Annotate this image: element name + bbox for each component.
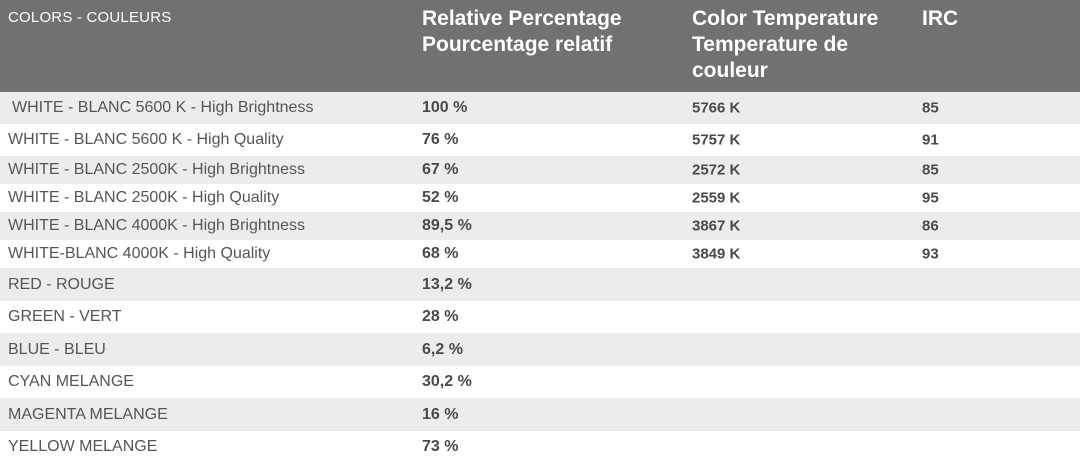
row-irc: 85 bbox=[922, 161, 939, 179]
table-header: COLORS - COULEURS Relative Percentage Po… bbox=[0, 0, 1080, 92]
table-row: WHITE-BLANC 4000K - High Quality 68 % 38… bbox=[0, 240, 1080, 268]
row-color-name: WHITE - BLANC 5600 K - High Brightness bbox=[12, 99, 314, 116]
row-irc: 93 bbox=[922, 245, 939, 263]
header-relative-line-1: Relative Percentage bbox=[422, 7, 622, 30]
row-relative-percentage: 67 % bbox=[422, 161, 459, 178]
row-relative-percentage: 30,2 % bbox=[422, 373, 472, 390]
row-color-temperature: 5766 K bbox=[692, 99, 741, 117]
table-row: WHITE - BLANC 2500K - High Brightness 67… bbox=[0, 156, 1080, 184]
table-row: RED - ROUGE 13,2 % bbox=[0, 268, 1080, 301]
header-colors: COLORS - COULEURS bbox=[8, 9, 172, 26]
table-row: WHITE - BLANC 5600 K - High Quality 76 %… bbox=[0, 124, 1080, 156]
table-row: WHITE - BLANC 2500K - High Quality 52 % … bbox=[0, 184, 1080, 212]
row-relative-percentage: 89,5 % bbox=[422, 217, 472, 234]
row-color-name: RED - ROUGE bbox=[8, 275, 115, 293]
row-irc: 91 bbox=[922, 131, 939, 149]
row-color-name: MAGENTA MELANGE bbox=[8, 405, 168, 423]
row-irc: 95 bbox=[922, 189, 939, 207]
row-color-name: WHITE - BLANC 4000K - High Brightness bbox=[8, 217, 305, 234]
row-color-name: WHITE - BLANC 5600 K - High Quality bbox=[8, 131, 284, 148]
table-row: WHITE - BLANC 4000K - High Brightness 89… bbox=[0, 212, 1080, 240]
row-irc: 85 bbox=[922, 99, 939, 117]
row-relative-percentage: 52 % bbox=[422, 189, 459, 206]
row-color-name: GREEN - VERT bbox=[8, 308, 122, 325]
row-relative-percentage: 100 % bbox=[422, 99, 468, 116]
table-row: CYAN MELANGE 30,2 % bbox=[0, 366, 1080, 398]
row-relative-percentage: 76 % bbox=[422, 131, 459, 148]
header-relative-line-2: Pourcentage relatif bbox=[422, 33, 613, 56]
row-color-temperature: 3849 K bbox=[692, 245, 741, 263]
table-row: YELLOW MELANGE 73 % bbox=[0, 431, 1080, 462]
header-color-temperature: Color Temperature Temperature de couleur bbox=[692, 6, 878, 84]
row-color-temperature: 2559 K bbox=[692, 189, 741, 207]
row-color-name: WHITE - BLANC 2500K - High Brightness bbox=[8, 161, 305, 178]
row-color-temperature: 3867 K bbox=[692, 217, 741, 235]
table-row: MAGENTA MELANGE 16 % bbox=[0, 398, 1080, 431]
row-relative-percentage: 16 % bbox=[422, 405, 459, 423]
header-irc: IRC bbox=[922, 7, 959, 30]
header-relative-percentage: Relative Percentage Pourcentage relatif bbox=[422, 6, 622, 58]
header-temp-line-1: Color Temperature bbox=[692, 7, 879, 30]
row-color-temperature: 5757 K bbox=[692, 131, 741, 149]
header-temp-line-2: Temperature de bbox=[692, 33, 848, 56]
header-temp-line-3: couleur bbox=[692, 59, 768, 82]
row-relative-percentage: 28 % bbox=[422, 308, 459, 325]
row-color-name: CYAN MELANGE bbox=[8, 373, 134, 390]
row-relative-percentage: 13,2 % bbox=[422, 275, 472, 293]
row-color-name: YELLOW MELANGE bbox=[8, 437, 158, 455]
row-color-temperature: 2572 K bbox=[692, 161, 741, 179]
table-row: WHITE - BLANC 5600 K - High Brightness 1… bbox=[0, 92, 1080, 124]
table-row: BLUE - BLEU 6,2 % bbox=[0, 333, 1080, 366]
table-row: GREEN - VERT 28 % bbox=[0, 301, 1080, 333]
row-relative-percentage: 68 % bbox=[422, 245, 459, 262]
row-color-name: WHITE - BLANC 2500K - High Quality bbox=[8, 189, 280, 206]
row-color-name: BLUE - BLEU bbox=[8, 340, 106, 358]
row-relative-percentage: 6,2 % bbox=[422, 340, 463, 358]
row-color-name: WHITE-BLANC 4000K - High Quality bbox=[8, 245, 271, 262]
row-relative-percentage: 73 % bbox=[422, 437, 459, 455]
row-irc: 86 bbox=[922, 217, 939, 235]
